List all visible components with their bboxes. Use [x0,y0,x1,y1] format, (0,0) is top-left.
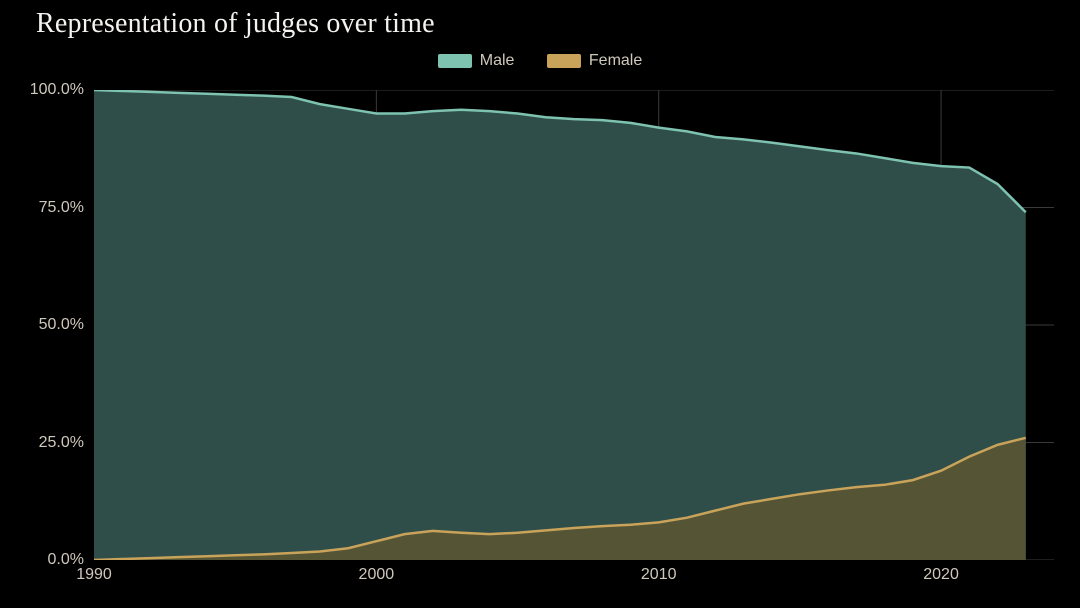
y-tick-label: 50.0% [14,316,84,334]
legend-label-female: Female [589,52,642,70]
x-tick-label: 2020 [923,566,959,584]
legend-label-male: Male [480,52,515,70]
y-tick-label: 100.0% [14,81,84,99]
x-tick-label: 2000 [359,566,395,584]
plot-area [94,90,1054,560]
legend: Male Female [0,52,1080,73]
legend-item-male: Male [438,52,515,70]
y-tick-label: 75.0% [14,199,84,217]
chart-container: Representation of judges over time Male … [0,0,1080,608]
x-tick-label: 1990 [76,566,112,584]
legend-swatch-female [547,54,581,68]
x-tick-label: 2010 [641,566,677,584]
legend-swatch-male [438,54,472,68]
legend-item-female: Female [547,52,642,70]
chart-title: Representation of judges over time [36,8,435,40]
y-tick-label: 25.0% [14,434,84,452]
y-tick-label: 0.0% [14,551,84,569]
